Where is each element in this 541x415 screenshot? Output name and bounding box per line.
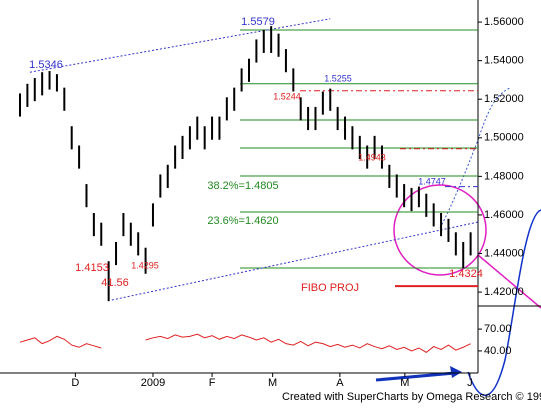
x-tick-label: J [467, 377, 473, 389]
annotation: 1.4153 [75, 262, 109, 274]
annotation: 1.4943 [358, 152, 386, 162]
projection-curve [467, 209, 541, 396]
footer: Created with SuperCharts by Omega Resear… [282, 391, 541, 403]
indicator-line [19, 335, 102, 349]
annotation: 1.5244 [273, 91, 301, 101]
y-tick-label: 1.46000 [484, 209, 524, 221]
annotation: 41.56 [101, 277, 129, 289]
annotation: 38.2%=1.4805 [207, 180, 278, 192]
x-tick-label: 2009 [141, 377, 165, 389]
x-tick-label: A [336, 377, 344, 389]
highlight-circle [393, 184, 487, 276]
x-tick-label: M [400, 377, 409, 389]
magenta-line [477, 254, 541, 309]
trendline [111, 221, 479, 301]
y-tick-label: 1.52000 [484, 93, 524, 105]
projection-dotted [439, 87, 511, 229]
x-tick-label: D [71, 377, 79, 389]
y-tick-label: 1.54000 [484, 55, 524, 67]
y-tick-label: 1.50000 [484, 132, 524, 144]
arrow [375, 371, 456, 382]
annotation: 1.4324 [449, 268, 483, 280]
y-tick-label: 1.44000 [484, 247, 524, 259]
annotation: 1.5579 [241, 16, 275, 28]
y-tick-label: 1.42000 [484, 286, 524, 298]
annotation: 1.4295 [131, 260, 159, 270]
indicator-line [145, 333, 471, 353]
y-tick-label: 70.00 [484, 323, 512, 335]
y-tick-label: 1.48000 [484, 170, 524, 182]
annotation: 1.4747 [418, 176, 446, 186]
annotation: FIBO PROJ [301, 282, 359, 294]
arrow-head [450, 366, 462, 378]
trendline [29, 18, 331, 73]
x-tick-label: F [209, 377, 216, 389]
y-tick-label: 40.00 [484, 345, 512, 357]
annotation: 1.5346 [29, 59, 63, 71]
x-tick-label: M [268, 377, 277, 389]
annotation: 1.5255 [324, 73, 352, 83]
annotation: 23.6%=1.4620 [207, 215, 278, 227]
y-tick-label: 1.56000 [484, 16, 524, 28]
